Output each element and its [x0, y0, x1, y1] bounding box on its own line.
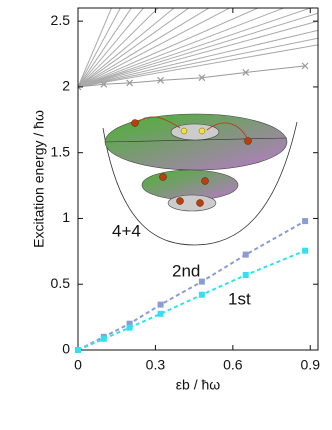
plot-area — [78, 8, 318, 91]
point — [100, 80, 108, 88]
series-line — [78, 29, 318, 88]
y-tick-label: 1.5 — [51, 143, 71, 159]
x-tick-label: 0.9 — [301, 357, 321, 373]
y-tick-label: 2 — [62, 78, 70, 94]
y-tick-label: 0 — [62, 341, 70, 357]
series-label: 1st — [228, 289, 251, 308]
point — [100, 335, 107, 342]
point — [198, 74, 206, 82]
point — [242, 272, 249, 279]
series-line — [78, 8, 260, 88]
point — [198, 291, 205, 298]
series-line — [78, 8, 121, 88]
y-tick-label: 0.5 — [51, 275, 71, 291]
series-line — [78, 12, 318, 88]
point — [302, 247, 309, 254]
point — [157, 301, 164, 308]
point — [157, 310, 164, 317]
series-line — [78, 8, 231, 88]
trap-illustration — [102, 113, 298, 246]
x-axis-label: εb / ħω — [176, 377, 220, 393]
point — [126, 324, 133, 331]
series-line — [78, 8, 145, 88]
point — [75, 347, 81, 353]
point — [198, 278, 205, 285]
point — [301, 62, 309, 70]
series-label: 2nd — [172, 261, 200, 280]
x-tick-label: 0.3 — [146, 357, 166, 373]
series-line — [78, 44, 318, 88]
series-line — [78, 8, 132, 88]
point — [242, 251, 249, 258]
series-line — [78, 8, 190, 88]
series-line — [78, 8, 175, 88]
series-line — [78, 37, 318, 88]
series-line — [78, 8, 159, 88]
point — [126, 79, 134, 87]
y-axis-label: Excitation energy / ħω — [31, 110, 47, 248]
point — [157, 76, 165, 84]
series-line — [78, 8, 286, 88]
y-tick-label: 2.5 — [51, 12, 71, 28]
x-tick-label: 0 — [74, 357, 82, 373]
point — [78, 83, 82, 91]
series-line — [78, 20, 318, 88]
point — [302, 218, 309, 225]
annotation: 4+4 — [112, 221, 141, 240]
series-line — [78, 8, 312, 88]
series-line — [78, 8, 210, 88]
plot-frame — [77, 7, 319, 351]
point — [126, 320, 133, 327]
point — [242, 69, 250, 76]
y-tick-label: 1 — [62, 209, 70, 225]
x-tick-label: 0.6 — [223, 357, 243, 373]
